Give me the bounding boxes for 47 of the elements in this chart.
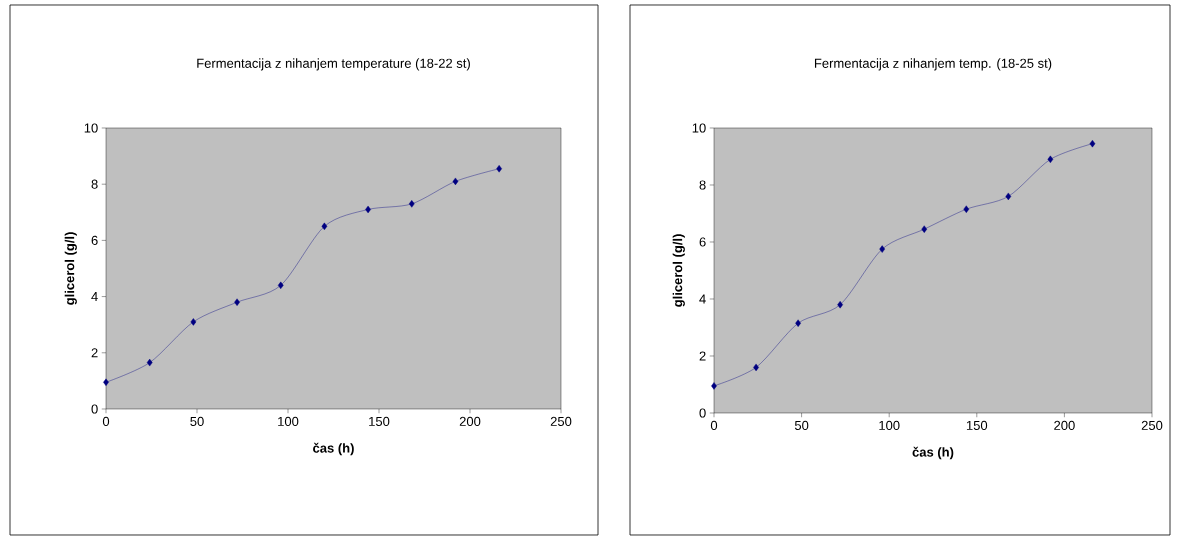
point: [1047, 155, 1054, 164]
x-tick-label: 150: [966, 420, 988, 430]
point: [921, 225, 928, 233]
chart-title: Fermentacija z nihanjem temperature (18-22 st): [197, 58, 470, 71]
x-tick-label: 250: [1141, 420, 1163, 430]
x-axis-title: čas (h): [313, 442, 354, 456]
y-tick-label: 0: [699, 408, 706, 418]
point: [234, 298, 240, 306]
y-axis-title: glicerol (g/l): [672, 234, 685, 307]
y-tick-label: 8: [699, 180, 706, 190]
y-tick-label: 4: [91, 292, 98, 302]
x-tick-label: 0: [710, 420, 718, 430]
y-tick-label: 8: [91, 179, 98, 189]
point: [321, 222, 328, 231]
point: [277, 281, 284, 290]
point: [795, 319, 801, 327]
point: [146, 358, 153, 367]
y-tick-label: 10: [692, 123, 706, 133]
x-axis-title: čas (h): [912, 446, 954, 460]
point: [103, 378, 109, 386]
point: [1005, 192, 1012, 201]
point: [496, 165, 502, 173]
y-tick-label: 4: [699, 294, 706, 304]
x-tick-label: 50: [794, 420, 809, 430]
x-tick-label: 100: [879, 420, 900, 430]
x-tick-label: 200: [459, 416, 481, 426]
x-tick-label: 150: [369, 416, 390, 426]
y-axis-title: glicerol (g/l): [64, 232, 77, 305]
point: [879, 245, 886, 253]
x-tick-label: 0: [102, 416, 110, 426]
x-tick-label: 50: [190, 416, 204, 426]
y-tick-label: 2: [699, 351, 706, 361]
x-tick-label: 250: [550, 416, 572, 426]
y-tick-label: 6: [91, 235, 98, 245]
point: [452, 177, 459, 186]
point: [963, 205, 970, 213]
point: [711, 382, 717, 390]
y-tick-label: 6: [699, 237, 706, 247]
point: [190, 318, 197, 326]
point: [1089, 139, 1096, 148]
x-tick-label: 100: [278, 416, 299, 426]
y-tick-label: 10: [84, 123, 98, 133]
chart-title: Fermentacija z nihanjem temp. (18-25 st): [814, 58, 1052, 71]
y-tick-label: 0: [91, 404, 98, 414]
point: [408, 200, 415, 208]
x-tick-label: 200: [1054, 420, 1075, 430]
y-tick-label: 2: [91, 348, 98, 358]
